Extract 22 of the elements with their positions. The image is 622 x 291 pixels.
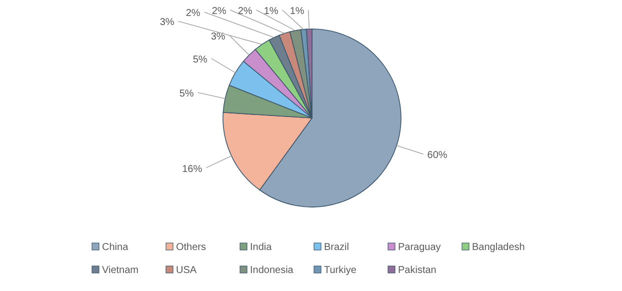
- data-label: 60%: [427, 150, 448, 162]
- data-label: 16%: [182, 164, 202, 175]
- legend-label: China: [102, 242, 129, 253]
- legend-label: Vietnam: [102, 265, 139, 276]
- data-label: 1%: [264, 6, 278, 17]
- legend-label: Turkiye: [324, 265, 357, 276]
- data-label: 5%: [192, 54, 208, 66]
- data-label: 1%: [290, 6, 304, 17]
- legend-label: Paraguay: [398, 242, 441, 253]
- legend-label: Bangladesh: [472, 242, 525, 253]
- legend-label: India: [250, 242, 272, 253]
- legend-label: Others: [176, 242, 206, 253]
- legend-label: USA: [176, 265, 197, 276]
- data-label: 3%: [210, 31, 226, 42]
- legend-label: Brazil: [324, 242, 350, 253]
- legend-label: Indonesia: [250, 265, 294, 276]
- data-label: 5%: [179, 88, 194, 100]
- data-label: 3%: [160, 17, 174, 28]
- data-label: 2%: [186, 8, 200, 20]
- data-label: 2%: [238, 6, 252, 17]
- data-label: 2%: [212, 6, 226, 17]
- legend-label: Pakistan: [398, 265, 436, 276]
